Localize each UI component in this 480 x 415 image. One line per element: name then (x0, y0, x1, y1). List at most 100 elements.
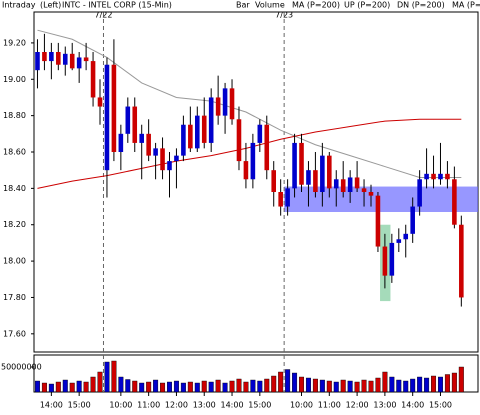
volume-bar (305, 377, 311, 393)
y-tick-label: 18.80 (3, 111, 26, 120)
candle-body (389, 242, 395, 276)
candle-body (139, 133, 144, 143)
header-text: DN (P=200) (397, 1, 445, 10)
volume-bar (62, 379, 68, 393)
moving-average (37, 118, 462, 189)
candle-body (146, 133, 151, 156)
volume-bar (83, 381, 89, 393)
x-tick-label: 10:00 (290, 401, 313, 410)
header-text: MA (P=5 (452, 1, 480, 10)
x-tick-label: 12:00 (165, 401, 188, 410)
volume-bar (347, 380, 353, 393)
x-tick-label: 14:00 (220, 401, 243, 410)
candle-body (438, 173, 443, 180)
candle-body (452, 179, 457, 225)
volume-bar (382, 371, 388, 393)
candle-body (111, 64, 117, 152)
candle-body (194, 115, 200, 149)
volume-bar (403, 380, 409, 393)
volume-bar (180, 382, 186, 393)
volume-bar (41, 382, 47, 393)
header-text: Intraday (2, 1, 36, 10)
volume-bar (173, 380, 179, 393)
candle-body (375, 195, 381, 247)
volume-bar (368, 380, 374, 393)
candle-body (188, 124, 193, 149)
candle-body (285, 188, 290, 207)
plot-frame (33, 11, 479, 353)
volume-bar (354, 381, 360, 393)
header-text: MA (P=200) (292, 1, 340, 10)
x-tick-label: 15:00 (429, 401, 452, 410)
candle-body (431, 173, 436, 180)
candle-body (69, 53, 75, 69)
y-tick-label: 19.00 (3, 75, 26, 84)
volume-bar (424, 377, 430, 393)
y-tick-label: 18.40 (3, 184, 26, 193)
volume-bar (458, 366, 464, 393)
candle-body (153, 148, 158, 156)
header-text: Bar (236, 1, 250, 10)
candle-body (83, 57, 89, 62)
volume-bar (292, 372, 298, 393)
volume-bar (375, 377, 381, 393)
volume-bar (194, 382, 200, 393)
volume-bar (437, 376, 443, 393)
day-label: 7/23 (275, 11, 293, 20)
x-tick-label: 10:00 (109, 401, 132, 410)
volume-bar (125, 379, 131, 393)
volume-bar (257, 380, 263, 393)
volume-bar (264, 378, 270, 393)
volume-bar (34, 380, 40, 393)
candle-body (160, 148, 165, 171)
volume-bar (104, 361, 110, 393)
x-tick-label: 14:00 (40, 401, 63, 410)
volume-bar (410, 378, 416, 393)
volume-bar (215, 379, 221, 393)
candle-body (201, 115, 207, 143)
candle-body (368, 192, 374, 196)
volume-bar (187, 381, 193, 393)
volume-bar (222, 382, 228, 393)
volume-bar (90, 376, 96, 393)
y-tick-label: 18.60 (3, 148, 26, 157)
volume-bar (146, 381, 152, 393)
day-label: 7/22 (94, 11, 112, 20)
candle-body (76, 57, 82, 69)
candle-body (35, 52, 40, 71)
candle-body (264, 124, 270, 171)
volume-bar (160, 382, 166, 393)
volume-bar (319, 379, 325, 393)
candle-body (292, 142, 297, 189)
candle-body (125, 106, 131, 134)
x-tick-label: 12:00 (346, 401, 369, 410)
volume-bar (333, 381, 339, 393)
x-tick-label: 11:00 (137, 401, 160, 410)
moving-average (37, 29, 462, 178)
volume-bar (312, 378, 318, 393)
volume-bar (299, 376, 305, 393)
candle-body (299, 142, 304, 185)
candle-body (236, 119, 242, 162)
volume-bar (396, 379, 402, 393)
candle-body (271, 170, 277, 192)
volume-frame (33, 354, 479, 393)
x-tick-label: 14:00 (401, 401, 424, 410)
y-tick-label: 19.20 (3, 38, 26, 47)
volume-bar (417, 376, 423, 393)
candle-body (445, 173, 450, 180)
volume-bar (451, 372, 457, 393)
volume-bar (139, 382, 145, 393)
header-text: (Left) (40, 1, 61, 10)
volume-bar (431, 375, 437, 393)
x-tick-label: 15:00 (68, 401, 91, 410)
volume-bar (69, 382, 75, 393)
volume-bar (250, 379, 256, 393)
candle-body (403, 233, 409, 240)
candle-body (132, 106, 138, 143)
volume-bar (118, 376, 124, 393)
candle-body (181, 124, 186, 156)
candle-body (333, 179, 339, 189)
volume-bar (271, 375, 277, 393)
header-text: Volume (255, 1, 285, 10)
